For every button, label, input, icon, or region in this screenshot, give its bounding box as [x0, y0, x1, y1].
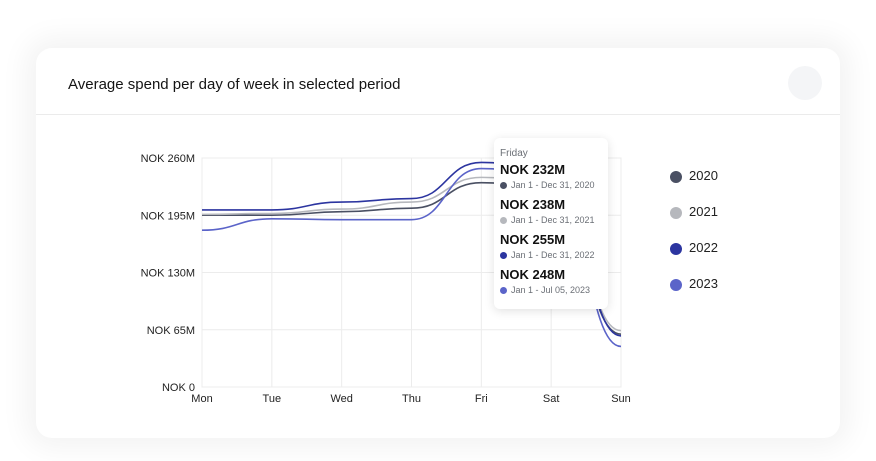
legend-item[interactable]: 2020 [670, 168, 718, 204]
tooltip-title: Friday [500, 148, 528, 159]
x-tick-label: Mon [191, 393, 212, 405]
tooltip-range: Jan 1 - Dec 31, 2020 [511, 180, 595, 190]
legend-label: 2020 [689, 168, 718, 183]
y-tick-label: NOK 130M [141, 268, 195, 280]
legend-item[interactable]: 2022 [670, 240, 718, 276]
tooltip-value: NOK 232M [500, 162, 566, 177]
y-tick-label: NOK 195M [141, 210, 195, 222]
x-tick-label: Sat [543, 393, 560, 405]
chart-legend: 2020 2021 2022 2023 [670, 168, 718, 312]
x-tick-label: Tue [263, 393, 282, 405]
tooltip-series-dot [500, 251, 507, 259]
card-options-button[interactable] [788, 66, 822, 100]
legend-dot [670, 243, 682, 255]
tooltip-series-dot [500, 216, 507, 224]
tooltip-range: Jan 1 - Dec 31, 2021 [511, 215, 595, 225]
legend-dot [670, 207, 682, 219]
y-tick-label: NOK 65M [147, 325, 195, 337]
tooltip-range: Jan 1 - Dec 31, 2022 [511, 250, 595, 260]
card-header: Average spend per day of week in selecte… [36, 48, 840, 115]
legend-dot [670, 171, 682, 183]
chart-card: Average spend per day of week in selecte… [36, 48, 840, 438]
x-tick-label: Thu [402, 393, 421, 405]
tooltip-series-dot [500, 286, 507, 294]
legend-item[interactable]: 2021 [670, 204, 718, 240]
tooltip-value: NOK 248M [500, 267, 566, 282]
x-tick-label: Sun [611, 393, 631, 405]
y-tick-label: NOK 0 [162, 382, 195, 394]
tooltip-entry: NOK 232M Jan 1 - Dec 31, 2020 [500, 162, 608, 197]
chart-tooltip: Friday NOK 232M Jan 1 - Dec 31, 2020 NOK… [494, 138, 608, 309]
legend-label: 2023 [689, 276, 718, 291]
tooltip-range: Jan 1 - Jul 05, 2023 [511, 285, 591, 295]
tooltip-entry: NOK 238M Jan 1 - Dec 31, 2021 [500, 197, 608, 232]
x-tick-label: Wed [330, 393, 352, 405]
tooltip-entry: NOK 248M Jan 1 - Jul 05, 2023 [500, 267, 608, 302]
tooltip-value: NOK 238M [500, 197, 566, 212]
tooltip-entry: NOK 255M Jan 1 - Dec 31, 2022 [500, 232, 608, 267]
y-tick-label: NOK 260M [141, 153, 195, 165]
legend-dot [670, 279, 682, 291]
card-title: Average spend per day of week in selecte… [68, 76, 401, 93]
legend-label: 2021 [689, 204, 718, 219]
tooltip-series-dot [500, 181, 507, 189]
legend-label: 2022 [689, 240, 718, 255]
tooltip-value: NOK 255M [500, 232, 566, 247]
x-tick-label: Fri [475, 393, 488, 405]
legend-item[interactable]: 2023 [670, 276, 718, 312]
